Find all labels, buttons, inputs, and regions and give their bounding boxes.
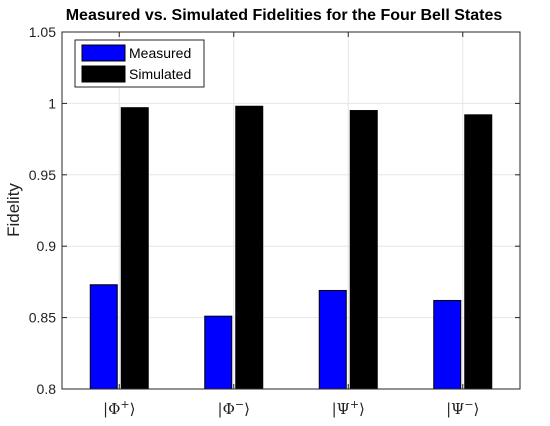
state-symbol: Ψ [337,400,350,418]
y-tick-label: 0.8 [37,381,57,397]
plot-frame [61,31,521,390]
bar-measured-1 [204,315,233,390]
state-sign: + [350,398,359,411]
state-sign: − [464,398,473,411]
bar-measured-2 [318,289,347,390]
bar-simulated-3 [464,114,493,390]
x-axis-ticks: |Φ+⟩ |Φ−⟩ |Ψ+⟩ |Ψ−⟩ [103,32,479,418]
ket-open: | [332,400,337,418]
legend-label-measured: Measured [129,45,191,61]
legend-swatch-measured [81,44,126,62]
x-tick-label: |Ψ+⟩ [332,398,365,418]
x-tick-label: |Φ−⟩ [218,398,250,418]
ket-open: | [218,400,223,418]
state-symbol: Ψ [451,400,464,418]
state-sign: + [120,398,129,411]
y-tick-label: 0.9 [37,238,57,254]
bar-measured-3 [433,299,462,390]
y-tick-label: 0.95 [29,167,56,183]
bar-simulated-1 [235,105,264,390]
y-axis-label: Fidelity [4,183,23,237]
chart-title: Measured vs. Simulated Fidelities for th… [66,7,503,24]
state-symbol: Φ [223,400,235,418]
bar-simulated-0 [120,107,149,390]
ket-close: ⟩ [474,400,480,418]
bar-measured-0 [89,284,118,390]
y-tick-label: 1 [48,95,56,111]
ket-close: ⟩ [359,400,365,418]
y-axis-ticks: 0.8 0.85 0.9 0.95 1 1.05 [29,24,520,397]
ket-open: | [103,400,108,418]
legend: Measured Simulated [74,39,205,88]
x-tick-label: |Φ+⟩ [103,398,135,418]
y-tick-label: 0.85 [29,310,56,326]
state-sign: − [235,398,244,411]
ket-open: | [446,400,451,418]
bar-simulated-2 [349,110,378,390]
state-symbol: Φ [108,400,120,418]
y-tick-label: 1.05 [29,24,56,40]
ket-close: ⟩ [130,400,136,418]
ket-close: ⟩ [244,400,250,418]
legend-label-simulated: Simulated [129,66,191,82]
x-tick-label: |Ψ−⟩ [446,398,479,418]
legend-swatch-simulated [81,65,126,83]
